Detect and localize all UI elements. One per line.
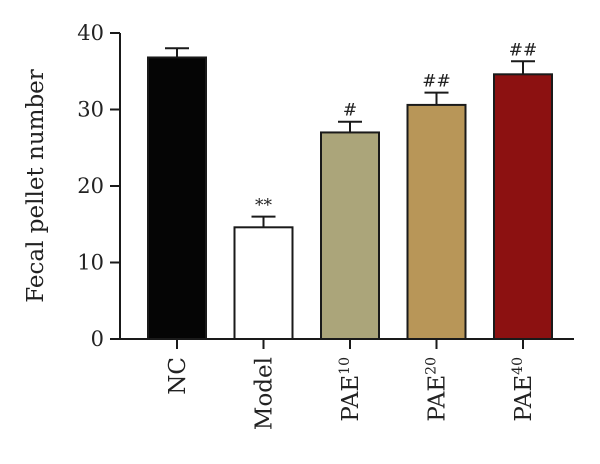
x-tick-label: NC	[165, 357, 191, 395]
significance-label: ##	[422, 72, 451, 92]
y-tick-label: 40	[77, 21, 104, 45]
y-axis: 0 10 20 30 40	[77, 21, 121, 351]
x-tick-label: PAE10	[337, 357, 364, 422]
bar	[406, 103, 467, 340]
y-tick-label: 10	[77, 251, 104, 275]
significance-label: **	[255, 196, 273, 216]
y-tick-label: 0	[91, 327, 104, 351]
x-tick-label: PAE40	[510, 357, 537, 422]
y-tick-label: 20	[77, 174, 104, 198]
bar	[233, 226, 294, 340]
bar	[493, 73, 553, 340]
y-axis-label: Fecal pellet number	[23, 69, 49, 303]
bars: **#####	[147, 40, 553, 340]
y-tick-label: 30	[77, 98, 104, 122]
significance-label: ##	[509, 40, 538, 60]
bar	[320, 131, 380, 340]
x-tick-label: Model	[252, 357, 278, 430]
significance-label: #	[343, 101, 357, 121]
bar	[147, 56, 207, 340]
x-axis: NC Model PAE10 PAE20 PAE40	[120, 338, 574, 430]
x-tick-label: PAE20	[424, 357, 451, 422]
